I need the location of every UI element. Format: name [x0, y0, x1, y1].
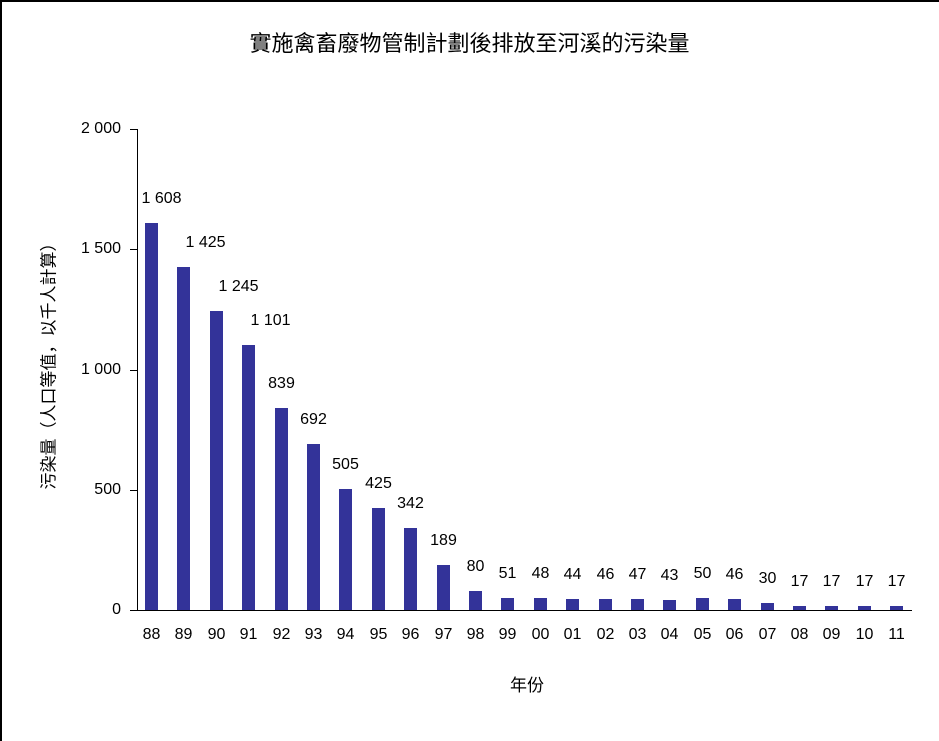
bar-value-label: 46: [725, 566, 744, 583]
x-tick-label: 91: [239, 626, 258, 643]
chart-title: 實施禽畜廢物管制計劃後排放至河溪的污染量: [249, 32, 690, 57]
x-axis-line: [137, 610, 912, 611]
bar-value-label: 505: [332, 456, 359, 473]
bar-97: [437, 565, 450, 610]
bar-value-label: 17: [822, 573, 841, 590]
y-tick: [130, 610, 137, 611]
x-tick-label: 11: [888, 626, 905, 643]
bar-value-label: 17: [855, 573, 874, 590]
bar-98: [469, 591, 482, 610]
x-tick-label: 97: [434, 626, 453, 643]
bar-value-label: 48: [531, 565, 550, 582]
bar-01: [566, 599, 579, 610]
bar-value-label: 80: [466, 558, 485, 575]
bar-11: [890, 606, 903, 610]
bar-value-label: 1 245: [218, 278, 259, 295]
bar-value-label: 342: [397, 495, 424, 512]
x-tick-label: 99: [498, 626, 517, 643]
bar-88: [145, 223, 158, 610]
bar-92: [275, 408, 288, 610]
bar-value-label: 839: [268, 375, 295, 392]
bar-95: [372, 508, 385, 610]
bar-value-label: 17: [790, 573, 809, 590]
bar-10: [858, 606, 871, 610]
x-tick-label: 96: [401, 626, 420, 643]
bar-93: [307, 444, 320, 610]
bar-94: [339, 489, 352, 610]
bar-07: [761, 603, 774, 610]
bar-value-label: 51: [498, 565, 517, 582]
bar-value-label: 425: [365, 475, 392, 492]
x-tick-label: 03: [628, 626, 647, 643]
bar-value-label: 1 101: [250, 312, 291, 329]
x-tick-label: 04: [660, 626, 679, 643]
bar-99: [501, 598, 514, 610]
bar-05: [696, 598, 709, 610]
bar-02: [599, 599, 612, 610]
x-tick-label: 02: [596, 626, 615, 643]
x-tick-label: 09: [822, 626, 841, 643]
y-tick-label: 2 000: [80, 120, 121, 137]
bar-value-label: 30: [758, 570, 777, 587]
x-tick-label: 93: [304, 626, 323, 643]
x-tick-label: 08: [790, 626, 809, 643]
x-tick-label: 88: [142, 626, 161, 643]
x-tick-label: 05: [693, 626, 712, 643]
bar-value-label: 189: [430, 532, 457, 549]
bar-value-label: 1 425: [185, 234, 226, 251]
x-tick-label: 98: [466, 626, 485, 643]
bar-value-label: 46: [596, 566, 615, 583]
bar-03: [631, 599, 644, 610]
y-tick: [130, 249, 137, 250]
y-tick-label: 0: [112, 601, 121, 618]
bar-90: [210, 311, 223, 610]
x-tick-label: 01: [563, 626, 582, 643]
bar-value-label: 692: [300, 411, 327, 428]
x-axis-label: 年份: [510, 676, 544, 696]
bar-91: [242, 345, 255, 610]
y-tick-label: 500: [94, 481, 121, 498]
bar-96: [404, 528, 417, 610]
bar-value-label: 47: [628, 566, 647, 583]
x-tick-label: 94: [336, 626, 355, 643]
x-tick-label: 95: [369, 626, 388, 643]
bar-value-label: 1 608: [141, 190, 182, 207]
bar-06: [728, 599, 741, 610]
y-tick: [130, 370, 137, 371]
y-tick-label: 1 000: [80, 361, 121, 378]
x-tick-label: 90: [207, 626, 226, 643]
x-tick-label: 92: [272, 626, 291, 643]
x-tick-label: 10: [855, 626, 874, 643]
y-tick: [130, 129, 137, 130]
bar-08: [793, 606, 806, 610]
bar-09: [825, 606, 838, 610]
x-tick-label: 06: [725, 626, 744, 643]
x-tick-label: 89: [174, 626, 193, 643]
y-axis-line: [137, 129, 138, 611]
bar-value-label: 44: [563, 566, 582, 583]
bar-value-label: 17: [887, 573, 906, 590]
y-tick: [130, 490, 137, 491]
x-tick-label: 00: [531, 626, 550, 643]
bar-value-label: 50: [693, 565, 712, 582]
y-tick-label: 1 500: [80, 240, 121, 257]
x-tick-label: 07: [758, 626, 777, 643]
bar-89: [177, 267, 190, 610]
bar-00: [534, 598, 547, 610]
bar-04: [663, 600, 676, 610]
bar-value-label: 43: [660, 567, 679, 584]
